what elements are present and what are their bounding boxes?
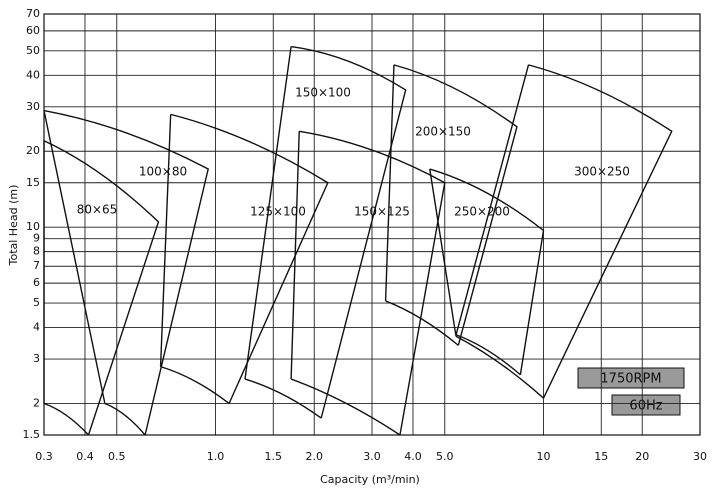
pump-region [455, 64, 673, 399]
y-tick-label: 8 [33, 245, 40, 258]
region-label: 250×200 [454, 205, 510, 219]
hz-box [611, 394, 681, 416]
x-tick-label: 15 [594, 450, 608, 463]
y-tick-label: 4 [33, 321, 40, 334]
region-label: 150×125 [354, 205, 410, 219]
y-tick-label: 50 [26, 44, 40, 57]
x-tick-label: 1.0 [207, 450, 225, 463]
hz-label: 60Hz [629, 399, 662, 414]
region-label: 300×250 [574, 165, 630, 179]
x-tick-label: 0.5 [108, 450, 126, 463]
x-tick-label: 0.3 [35, 450, 53, 463]
region-label: 125×100 [250, 205, 306, 219]
y-tick-label: 2 [33, 396, 40, 409]
x-tick-label: 1.5 [265, 450, 283, 463]
x-tick-label: 5.0 [436, 450, 454, 463]
y-tick-label: 6 [33, 276, 40, 289]
y-tick-label: 70 [26, 7, 40, 20]
pump-region [384, 64, 518, 346]
x-tick-label: 20 [635, 450, 649, 463]
x-tick-label: 0.4 [76, 450, 94, 463]
region-label: 200×150 [415, 125, 471, 139]
pump-region [244, 45, 407, 419]
y-tick-label: 1.5 [23, 428, 41, 441]
pump-region [159, 113, 329, 405]
y-tick-label: 5 [33, 296, 40, 309]
x-axis-title: Capacity (m³/min) [320, 473, 420, 486]
y-tick-label: 20 [26, 144, 40, 157]
y-tick-label: 40 [26, 68, 40, 81]
y-tick-label: 60 [26, 24, 40, 37]
pump-region [43, 109, 210, 436]
rpm-label: 1750RPM [600, 372, 661, 387]
pump-region [290, 130, 446, 436]
y-tick-label: 7 [33, 259, 40, 272]
region-label: 100×80 [139, 165, 187, 179]
x-tick-label: 10 [537, 450, 551, 463]
x-tick-label: 3.0 [363, 450, 381, 463]
y-axis-title: Total Head (m) [7, 185, 20, 267]
x-tick-label: 2.0 [305, 450, 323, 463]
y-tick-label: 15 [26, 176, 40, 189]
region-label: 150×100 [295, 86, 351, 100]
pump-region [43, 140, 160, 436]
y-tick-label: 9 [33, 232, 40, 245]
pump-region [429, 168, 545, 376]
y-tick-label: 3 [33, 352, 40, 365]
rpm-box [577, 367, 685, 389]
region-label: 80×65 [77, 203, 118, 217]
x-tick-label: 30 [693, 450, 707, 463]
x-tick-label: 4.0 [404, 450, 422, 463]
y-tick-label: 10 [26, 220, 40, 233]
y-tick-label: 30 [26, 100, 40, 113]
